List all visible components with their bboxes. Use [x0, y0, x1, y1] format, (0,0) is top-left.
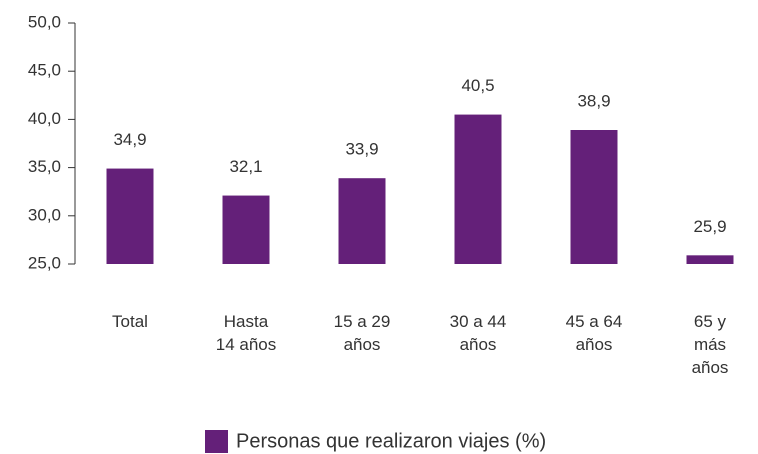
x-tick-label: 45 a 64 años [565, 312, 623, 354]
value-label: 32,1 [229, 157, 262, 176]
bar [454, 114, 502, 264]
y-tick-label: 45,0 [28, 61, 61, 80]
bar [222, 195, 270, 264]
x-tick-label: 15 a 29 años [333, 312, 391, 354]
bar [570, 130, 618, 264]
legend-label: Personas que realizaron viajes (%) [236, 430, 546, 452]
y-tick-label: 35,0 [28, 157, 61, 176]
bar [106, 168, 154, 264]
y-tick-label: 40,0 [28, 109, 61, 128]
value-label: 33,9 [345, 140, 378, 159]
bar [338, 178, 386, 264]
value-label: 40,5 [461, 76, 494, 95]
x-tick-label: Hasta 14 años [215, 312, 277, 354]
legend-swatch [205, 430, 228, 453]
y-tick-label: 50,0 [28, 12, 61, 31]
y-tick-label: 25,0 [28, 253, 61, 272]
x-tick-label: 65 y más años [691, 312, 729, 377]
value-label: 38,9 [577, 91, 610, 110]
value-label: 34,9 [113, 130, 146, 149]
y-tick-label: 30,0 [28, 205, 61, 224]
x-tick-label: Total [112, 312, 148, 331]
x-tick-label: 30 a 44 años [449, 312, 507, 354]
value-label: 25,9 [693, 217, 726, 236]
bar [686, 255, 734, 264]
